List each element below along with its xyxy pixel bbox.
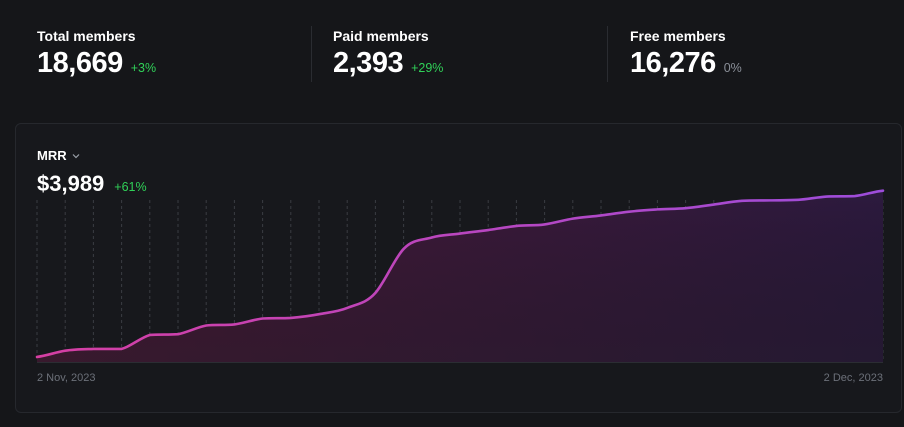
data-point[interactable] [87, 343, 99, 355]
data-point[interactable] [651, 203, 663, 215]
mrr-change-badge: +61% [114, 180, 147, 194]
stat-divider [311, 26, 312, 82]
stats-row: Total members 18,669 +3% Paid members 2,… [0, 0, 904, 110]
stat-value: 16,276 [630, 47, 716, 79]
data-point[interactable] [398, 243, 410, 255]
data-point[interactable] [849, 190, 861, 202]
x-axis-end-label: 2 Dec, 2023 [823, 372, 883, 384]
data-point[interactable] [31, 351, 43, 363]
data-point[interactable] [341, 302, 353, 314]
data-point[interactable] [454, 228, 466, 240]
stat-change-badge: 0% [723, 61, 742, 75]
stat-value: 2,393 [333, 47, 404, 79]
data-point[interactable] [595, 209, 607, 221]
stat-label: Free members [630, 28, 726, 44]
data-point[interactable] [708, 199, 720, 211]
stat-change-badge: +3% [130, 61, 157, 75]
mrr-value: $3,989 [37, 171, 105, 196]
metric-dropdown-label: MRR [37, 148, 67, 163]
data-point[interactable] [200, 320, 212, 332]
data-point[interactable] [510, 220, 522, 232]
data-point[interactable] [257, 312, 269, 324]
stat-value: 18,669 [37, 47, 123, 79]
stat-label: Total members [37, 28, 136, 44]
data-point[interactable] [821, 191, 833, 203]
stat-value-row: 16,276 0% [630, 47, 742, 80]
chevron-down-icon [72, 152, 80, 160]
data-point[interactable] [313, 308, 325, 320]
data-point[interactable] [623, 206, 635, 218]
stat-divider [607, 26, 608, 82]
stat-value-row: 2,393 +29% [333, 47, 443, 80]
metric-dropdown[interactable]: MRR [37, 148, 80, 163]
data-point[interactable] [764, 194, 776, 206]
mrr-chart [31, 185, 889, 363]
mrr-summary: $3,989 +61% [37, 171, 147, 197]
data-point[interactable] [539, 218, 551, 230]
data-point[interactable] [792, 194, 804, 206]
data-point[interactable] [482, 224, 494, 236]
stat-label: Paid members [333, 28, 429, 44]
mrr-area-fade [37, 190, 883, 362]
stat-value-row: 18,669 +3% [37, 47, 156, 80]
stat-change-badge: +29% [411, 61, 444, 75]
data-point[interactable] [736, 195, 748, 207]
data-point[interactable] [369, 287, 381, 299]
data-point[interactable] [567, 213, 579, 225]
data-point[interactable] [680, 202, 692, 214]
data-point[interactable] [59, 345, 71, 357]
data-point[interactable] [228, 318, 240, 330]
data-point[interactable] [172, 328, 184, 340]
mrr-chart-card: MRR $3,989 +61% 2 Nov, 2023 2 Dec, 2023 [15, 123, 902, 413]
data-point[interactable] [877, 185, 889, 197]
mrr-series-line [35, 189, 885, 359]
data-point[interactable] [116, 343, 128, 355]
data-point[interactable] [426, 232, 438, 244]
data-point[interactable] [285, 312, 297, 324]
data-point[interactable] [144, 329, 156, 341]
x-axis-start-label: 2 Nov, 2023 [37, 372, 96, 384]
